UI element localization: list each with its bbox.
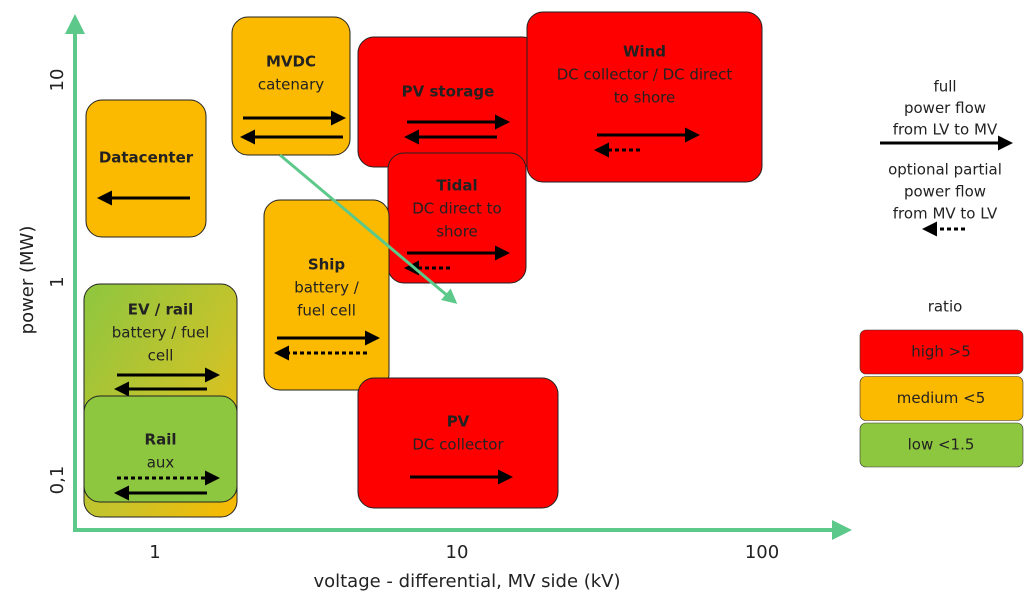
ratio-label: medium <5 <box>897 389 986 407</box>
box-line: to shore <box>614 89 675 107</box>
box: Ship battery / fuel cell <box>263 199 390 391</box>
box: Wind DC collector / DC direct to shore <box>526 11 763 183</box>
legend: full power flow from LV to MV optional part… <box>859 78 1024 468</box>
x-axis-label: voltage - differential, MV side (kV) <box>313 571 620 592</box>
boxes: Datacenter MVDC catenary PV storage Wind DC c… <box>83 11 763 518</box>
x-tick-label: 1 <box>149 542 160 563</box>
box: MVDC catenary <box>231 16 351 156</box>
box-bg <box>85 99 207 238</box>
x-tick-label: 10 <box>446 542 469 563</box>
y-tick-label: 0,1 <box>47 466 68 495</box>
box-title: PV <box>447 413 470 431</box>
box: Rail aux <box>83 395 238 503</box>
box-bg <box>263 199 390 391</box>
box-title: Datacenter <box>99 149 194 167</box>
box: PV storage <box>357 36 539 168</box>
box-bg <box>357 36 539 168</box>
box: PV DC collector <box>357 377 559 509</box>
ratio-label: low <1.5 <box>908 436 975 454</box>
legend-text: full <box>933 78 956 96</box>
box-line: DC direct to <box>412 200 502 218</box>
ratio-swatch <box>859 376 1024 421</box>
box: Tidal DC direct to shore <box>387 152 527 284</box>
x-tick-label: 100 <box>745 542 779 563</box>
y-tick-label: 10 <box>47 69 68 92</box>
box-title: EV / rail <box>128 301 194 319</box>
ratio-swatch <box>859 329 1024 375</box>
box-title: Wind <box>623 43 666 61</box>
y-tick-label: 1 <box>47 276 68 287</box>
box-line: shore <box>436 223 478 241</box>
box: Datacenter <box>85 99 207 238</box>
box-bg <box>526 11 763 183</box>
legend-title: ratio <box>928 298 963 316</box>
box-title: MVDC <box>266 53 316 71</box>
box-line: DC collector <box>412 436 504 454</box>
legend-text: power flow <box>904 183 986 201</box>
box-title: Ship <box>308 256 346 274</box>
box-line: DC collector / DC direct <box>557 66 733 84</box>
box-title: Tidal <box>436 177 477 195</box>
y-axis-label: power (MW) <box>17 226 38 335</box>
box-line: fuel cell <box>297 302 356 320</box>
box-line: battery / <box>294 279 360 297</box>
legend-text: from LV to MV <box>893 121 998 139</box>
trend-arrow <box>279 153 458 304</box>
box-bg <box>231 16 351 156</box>
box-line: battery / fuel <box>112 324 210 342</box>
box-bg <box>83 395 238 503</box>
legend-text: optional partial <box>888 161 1002 179</box>
box-line: cell <box>148 347 174 365</box>
ratio-swatch <box>859 422 1024 468</box>
box-title: Rail <box>145 431 177 449</box>
box-title: PV storage <box>402 83 495 101</box>
box-line: aux <box>147 454 175 472</box>
legend-text: from MV to LV <box>893 205 998 223</box>
box-line: catenary <box>258 76 324 94</box>
ratio-label: high >5 <box>911 343 971 361</box>
legend-text: power flow <box>904 99 986 117</box>
